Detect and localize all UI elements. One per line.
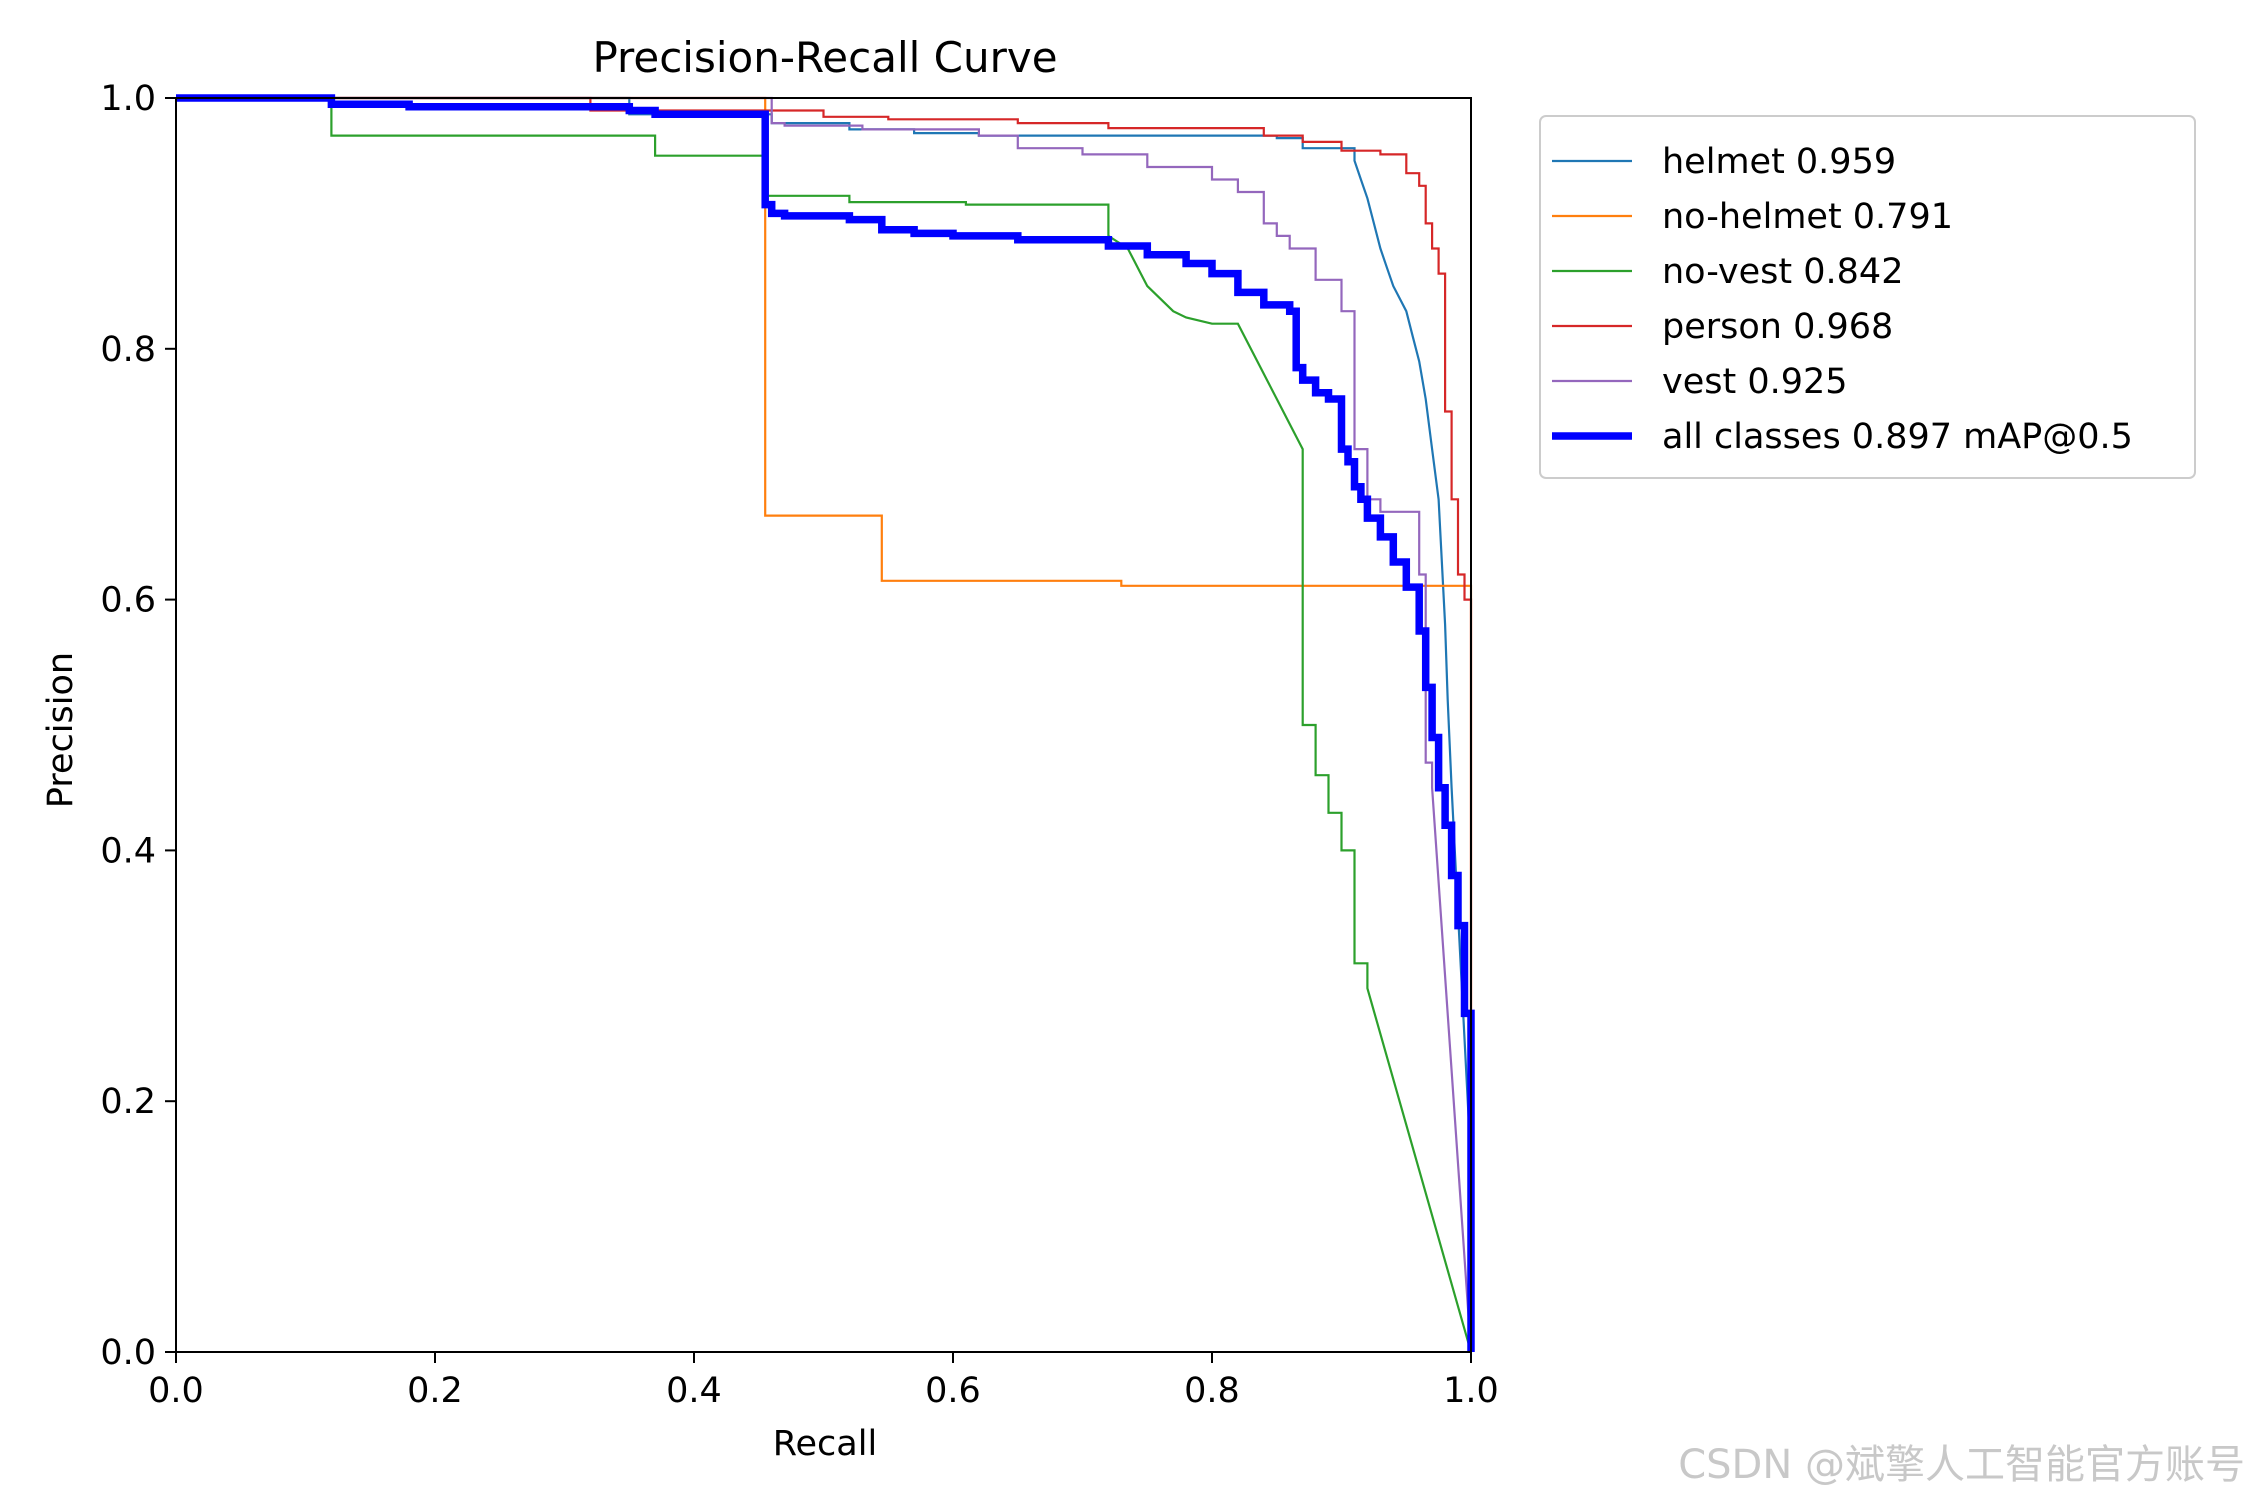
y-tick-label: 0.6: [100, 581, 156, 621]
x-tick-label: 0.0: [148, 1371, 204, 1411]
y-tick-label: 0.0: [100, 1333, 156, 1373]
y-axis-label: Precision: [41, 652, 81, 808]
y-tick-label: 0.2: [100, 1082, 156, 1122]
series-lines: [176, 94, 1475, 1353]
series-line-4: [176, 96, 1473, 1353]
legend: helmet 0.959 no-helmet 0.791 no-vest 0.842…: [1539, 115, 2196, 479]
x-tick-label: 0.6: [925, 1371, 981, 1411]
x-tick-label: 0.2: [407, 1371, 463, 1411]
x-axis-label: Recall: [773, 1424, 877, 1464]
series-line-1: [176, 96, 1473, 1352]
series-line-5: [176, 94, 1475, 1352]
legend-label: helmet 0.959: [1662, 142, 1896, 182]
x-tick-label: 0.8: [1184, 1371, 1240, 1411]
legend-label: no-vest 0.842: [1662, 252, 1903, 292]
legend-frame: [1539, 115, 2196, 479]
chart-title: Precision-Recall Curve: [592, 33, 1057, 82]
y-axis-ticks: 0.0 0.2 0.4 0.6 0.8 1.0: [100, 79, 176, 1373]
legend-label: vest 0.925: [1662, 362, 1848, 402]
x-tick-label: 1.0: [1443, 1371, 1499, 1411]
series-line-0: [176, 96, 1473, 1352]
legend-label: person 0.968: [1662, 307, 1893, 347]
y-tick-label: 0.8: [100, 330, 156, 370]
y-tick-label: 1.0: [100, 79, 156, 119]
x-axis-ticks: 0.0 0.2 0.4 0.6 0.8 1.0: [148, 1352, 1499, 1411]
x-tick-label: 0.4: [666, 1371, 722, 1411]
legend-label: no-helmet 0.791: [1662, 197, 1953, 237]
legend-label: all classes 0.897 mAP@0.5: [1662, 417, 2133, 457]
plot-area: [175, 94, 1475, 1353]
watermark-text: CSDN @斌擎人工智能官方账号: [1678, 1442, 2245, 1488]
y-tick-label: 0.4: [100, 831, 156, 871]
plot-frame: [175, 97, 1472, 1353]
series-line-2: [176, 96, 1473, 1353]
series-line-3: [176, 96, 1473, 1352]
